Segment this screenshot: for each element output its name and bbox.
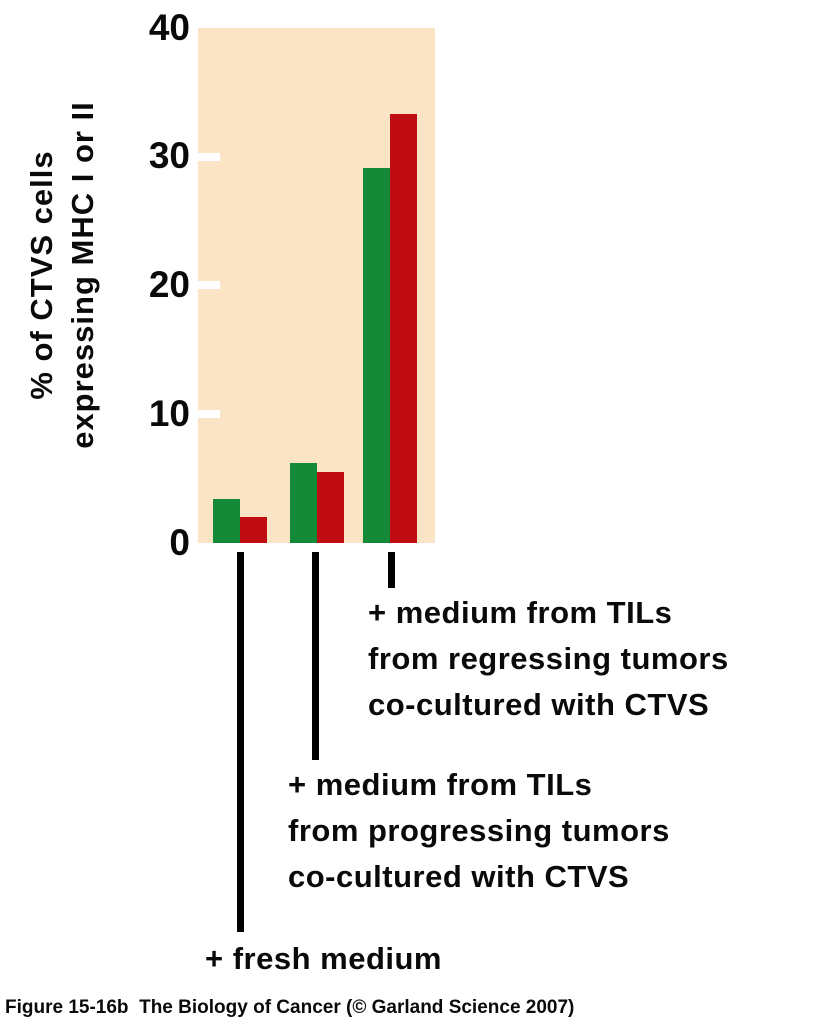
bar-red-regressing-tumors bbox=[390, 114, 417, 543]
group-label-progressing-tumors: + medium from TILs from progressing tumo… bbox=[288, 767, 670, 894]
bar-green-regressing-tumors bbox=[363, 168, 390, 543]
y-tick-label-30: 30 bbox=[148, 135, 190, 176]
group-label-fresh-medium: + fresh medium bbox=[205, 941, 442, 976]
y-tick-mark-10 bbox=[198, 410, 220, 418]
figure-caption: Figure 15-16b The Biology of Cancer (© G… bbox=[5, 997, 575, 1018]
plot-area bbox=[198, 28, 435, 543]
y-tick-label-20: 20 bbox=[148, 264, 190, 305]
y-tick-label-10: 10 bbox=[148, 393, 190, 434]
leader-line-fresh-medium bbox=[237, 552, 244, 932]
leader-line-regressing-tumors bbox=[388, 552, 395, 588]
group-label-regressing-tumors: + medium from TILs from regressing tumor… bbox=[368, 595, 729, 722]
y-tick-label-0: 0 bbox=[169, 522, 190, 563]
leader-line-progressing-tumors bbox=[312, 552, 319, 760]
bar-green-fresh-medium bbox=[213, 499, 240, 543]
bar-red-fresh-medium bbox=[240, 517, 267, 543]
bar-red-progressing-tumors bbox=[317, 472, 344, 543]
bar-green-progressing-tumors bbox=[290, 463, 317, 543]
y-tick-mark-20 bbox=[198, 281, 220, 289]
y-tick-mark-30 bbox=[198, 153, 220, 161]
y-tick-label-40: 40 bbox=[148, 7, 190, 48]
